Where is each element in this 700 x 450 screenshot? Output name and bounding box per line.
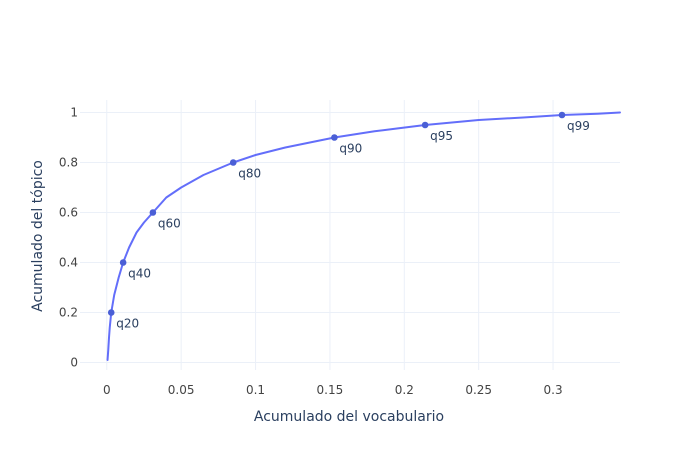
x-tick-label: 0.1 xyxy=(246,383,265,397)
quantile-label-q40: q40 xyxy=(128,267,151,281)
x-axis-ticks: 0 0.05 0.1 0.15 0.2 0.25 0.3 xyxy=(103,383,563,397)
x-tick-label: 0.3 xyxy=(544,383,563,397)
quantile-marker-q90 xyxy=(331,134,338,141)
x-tick-label: 0.25 xyxy=(465,383,492,397)
quantile-marker-q95 xyxy=(421,121,429,129)
quantile-marker-q99 xyxy=(558,111,566,119)
y-tick-label: 0.6 xyxy=(59,206,78,220)
y-tick-label: 0.2 xyxy=(59,306,78,320)
grid xyxy=(80,100,620,370)
quantile-marker-q60 xyxy=(149,209,157,216)
y-tick-label: 0.4 xyxy=(59,256,78,270)
y-tick-label: 1 xyxy=(70,106,78,120)
y-axis-ticks: 0 0.2 0.4 0.6 0.8 1 xyxy=(59,106,78,370)
x-tick-label: 0 xyxy=(103,383,111,397)
y-tick-label: 0 xyxy=(70,356,78,370)
x-tick-label: 0.05 xyxy=(168,383,195,397)
x-axis-title: Acumulado del vocabulario xyxy=(254,409,444,425)
quantile-label-q90: q90 xyxy=(339,142,362,156)
quantile-marker-q80 xyxy=(229,159,237,166)
quantile-label-q60: q60 xyxy=(158,217,181,231)
x-tick-label: 0.2 xyxy=(395,383,414,397)
quantile-marker-q20 xyxy=(107,309,115,316)
quantile-annotations: q20 q40 q60 q80 q90 q95 q99 xyxy=(116,119,590,331)
y-axis-title: Acumulado del tópico xyxy=(30,160,46,312)
quantile-label-q99: q99 xyxy=(567,119,590,133)
quantile-marker-q40 xyxy=(119,259,127,266)
zero-lines xyxy=(80,100,620,370)
quantile-label-q20: q20 xyxy=(116,317,139,331)
x-tick-label: 0.15 xyxy=(317,383,344,397)
quantile-label-q95: q95 xyxy=(430,129,453,143)
quantile-label-q80: q80 xyxy=(238,167,261,181)
quantile-points xyxy=(107,111,566,316)
y-tick-label: 0.8 xyxy=(59,156,78,170)
